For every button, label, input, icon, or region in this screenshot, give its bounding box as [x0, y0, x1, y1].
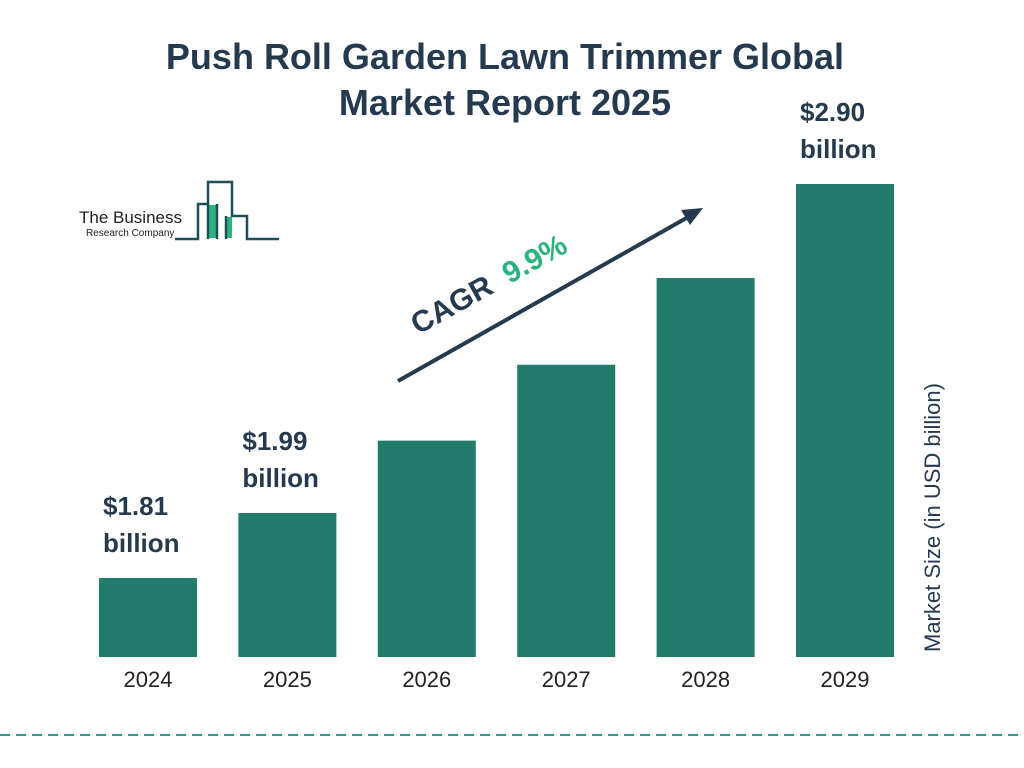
data-label-unit: billion: [242, 463, 319, 493]
bar-2028: [656, 277, 755, 657]
x-tick-label: 2024: [124, 667, 173, 692]
data-labels: $1.81 billion $1.99 billion $2.90 billion: [103, 97, 877, 558]
y-axis-label: Market Size (in USD billion): [920, 383, 945, 652]
bar-2029: [796, 184, 894, 657]
data-label-value: $1.99: [242, 426, 307, 456]
bars: [99, 184, 894, 657]
logo-text-line1: The Business: [79, 208, 182, 227]
x-axis-ticks: 2024 2025 2026 2027 2028 2029: [124, 667, 870, 692]
x-tick-label: 2029: [821, 667, 870, 692]
bar-2025: [238, 512, 337, 657]
cagr-arrow: [397, 214, 691, 383]
bar-2024: [99, 578, 197, 657]
data-label-unit: billion: [800, 134, 877, 164]
x-tick-label: 2025: [263, 667, 312, 692]
logo-bar: [209, 205, 216, 238]
logo: The Business Research Company: [79, 180, 279, 241]
logo-bar: [227, 217, 232, 238]
cagr-text: CAGR 9.9%: [405, 228, 572, 341]
x-tick-label: 2027: [542, 667, 591, 692]
arrow-head-icon: [681, 208, 703, 225]
chart-title: Push Roll Garden Lawn Trimmer Global Mar…: [165, 36, 845, 123]
data-label-unit: billion: [103, 528, 180, 558]
data-label-value: $2.90: [800, 97, 865, 127]
x-tick-label: 2028: [681, 667, 730, 692]
logo-text-line2: Research Company: [86, 228, 174, 239]
bar-2027: [517, 364, 616, 657]
bar-2026: [377, 440, 476, 657]
x-tick-label: 2026: [402, 667, 451, 692]
data-label-value: $1.81: [103, 491, 168, 521]
cagr-value: 9.9%: [497, 228, 573, 290]
logo-buildings: [175, 180, 279, 241]
